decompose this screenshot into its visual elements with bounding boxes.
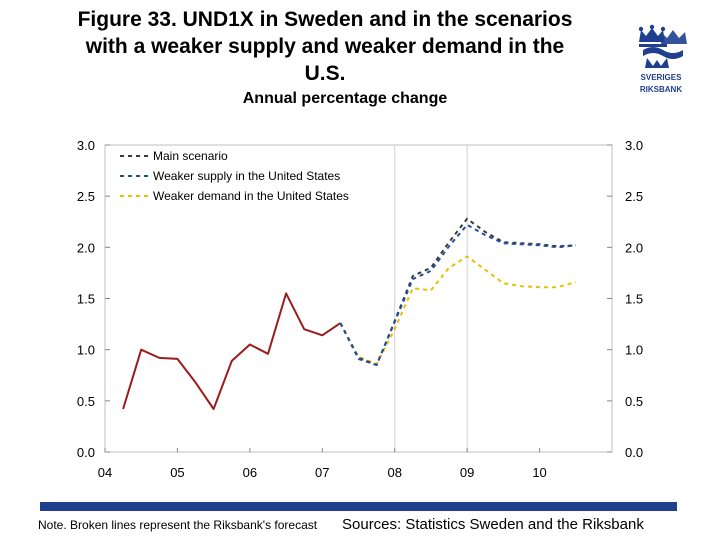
legend-label-1: Weaker supply in the United States <box>153 169 340 183</box>
y-tick-label-right: 1.0 <box>625 343 643 358</box>
forecast-note: Note. Broken lines represent the Riksban… <box>38 518 318 532</box>
sources-text: Sources: Statistics Sweden and the Riksb… <box>342 516 644 533</box>
chart-subtitle: Annual percentage change <box>242 90 448 107</box>
x-tick-label: 09 <box>460 465 474 480</box>
series-line-weaker-demand-in-the-united-states <box>339 255 577 365</box>
y-tick-label-right: 0.5 <box>625 394 643 409</box>
legend-label-2: Weaker demand in the United States <box>153 189 349 203</box>
y-tick-label-left: 0.5 <box>77 394 95 409</box>
footer-bar <box>40 502 677 511</box>
y-tick-label-left: 2.0 <box>77 240 95 255</box>
x-tick-label: 06 <box>243 465 257 480</box>
title-line-2: with a weaker supply and weaker demand i… <box>85 35 565 58</box>
x-tick-label: 04 <box>98 465 112 480</box>
y-tick-label-left: 0.0 <box>77 445 95 460</box>
x-tick-label: 08 <box>387 465 401 480</box>
y-tick-label-right: 0.0 <box>625 445 643 460</box>
y-tick-label-right: 2.0 <box>625 240 643 255</box>
x-tick-label: 10 <box>532 465 546 480</box>
crown-emblem-icon <box>638 24 687 68</box>
chart-title: Figure 33. UND1X in Sweden and in the sc… <box>30 6 620 87</box>
series-line-weaker-supply-in-the-united-states <box>339 223 576 366</box>
logo-text-line-2: RIKSBANK <box>640 85 682 94</box>
y-tick-label-left: 1.0 <box>77 343 95 358</box>
logo-text-line-1: SVERIGES <box>641 73 683 82</box>
y-tick-label-right: 2.5 <box>625 189 643 204</box>
y-tick-label-right: 3.0 <box>625 138 643 153</box>
riksbank-logo: SVERIGES RIKSBANK <box>638 24 687 94</box>
y-tick-label-right: 1.5 <box>625 292 643 307</box>
y-tick-label-left: 2.5 <box>77 189 95 204</box>
y-tick-label-left: 1.5 <box>77 292 95 307</box>
series-line-main-scenario <box>339 217 576 366</box>
title-line-1: Figure 33. UND1X in Sweden and in the sc… <box>77 8 573 31</box>
x-tick-label: 05 <box>170 465 184 480</box>
x-tick-label: 07 <box>315 465 329 480</box>
title-line-3: U.S. <box>304 62 346 85</box>
series-line-outcome <box>122 292 341 410</box>
legend-label-0: Main scenario <box>153 149 228 163</box>
y-tick-label-left: 3.0 <box>77 138 95 153</box>
